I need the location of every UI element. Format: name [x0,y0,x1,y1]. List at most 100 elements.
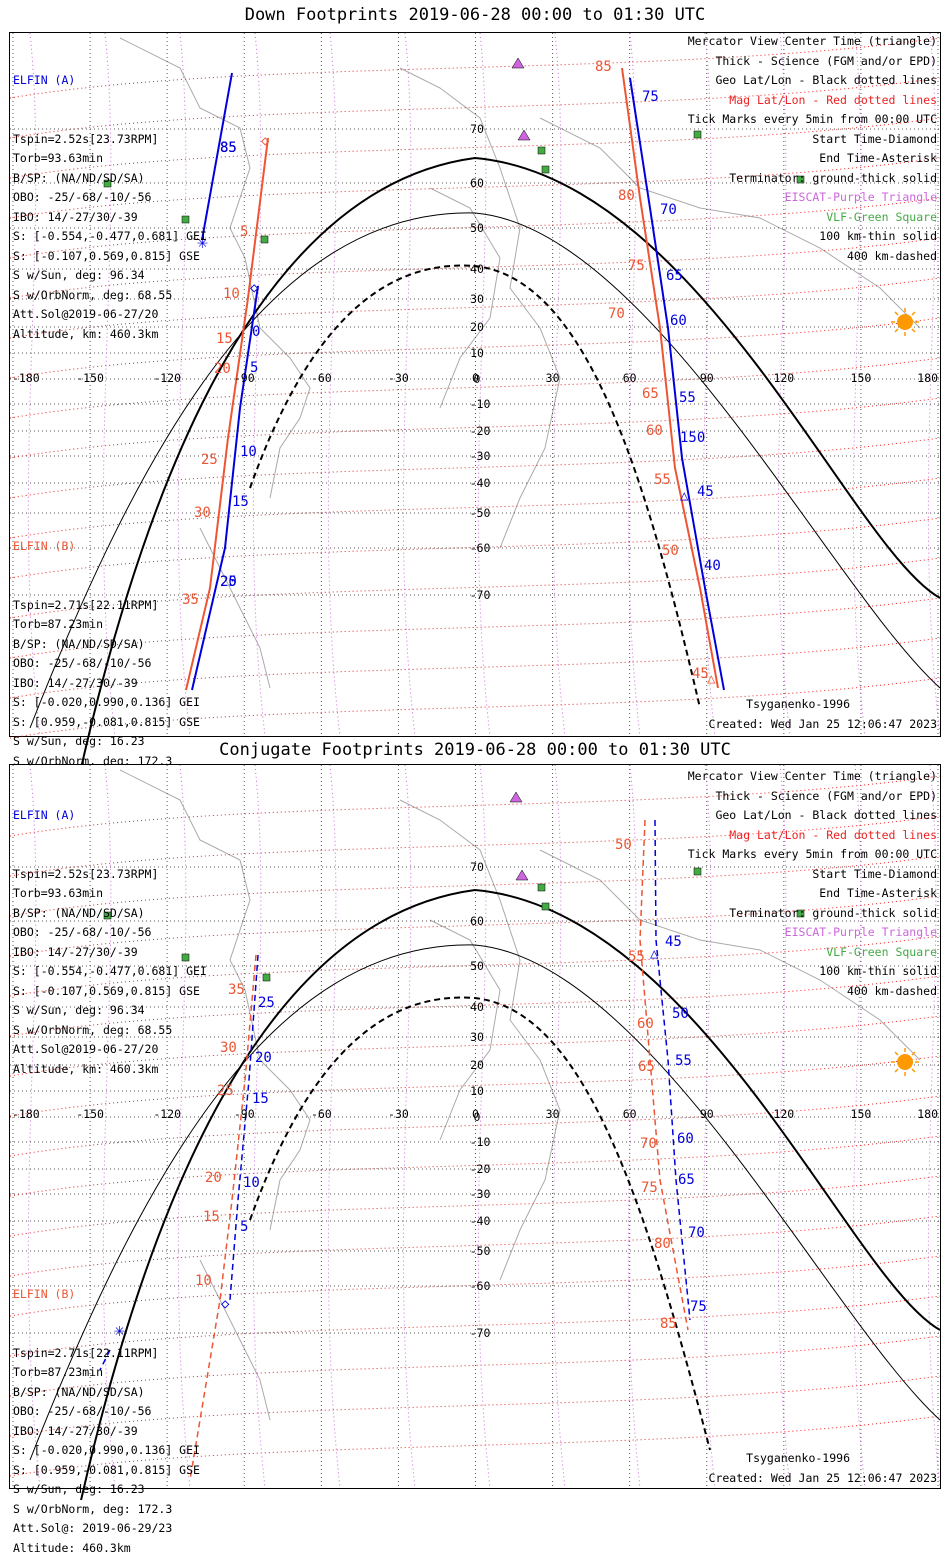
elfin-a-info-line: B/SP: (NA/ND/SD/SA) [13,904,207,924]
lon-tick-label: -150 [76,1107,104,1121]
lat-tick-label: 60 [470,914,484,928]
legend-item: Terminator: ground-thick solid [688,169,937,189]
lat-tick-label: 0 [474,372,481,386]
track-tick-label: 45 [692,666,709,682]
lon-tick-label: -120 [153,371,181,385]
lat-tick-label: -60 [470,541,491,555]
track-tick-label: 65 [666,268,683,284]
track-tick-label: 70 [640,1136,657,1152]
lat-tick-label: 40 [470,1000,484,1014]
track-tick-label: 35 [228,982,245,998]
elfin-b-info-line: S: [-0.020,0.990,0.136] GEI [13,693,200,713]
track-tick-label: 70 [660,202,677,218]
track-tick-label: 60 [637,1016,654,1032]
start-diamond-b: ◇ [261,133,270,149]
lat-tick-label: -40 [470,1214,491,1228]
elfin-a-info-line: OBO: -25/-68/-10/-56 [13,188,207,208]
panel1-elfin-a-info: ELFIN (A) Tspin=2.52s[23.73RPM]Torb=93.6… [13,32,207,169]
elfin-b-info-line: S w/OrbNorm, deg: 172.3 [13,1500,200,1520]
elfin-b-info-line: Torb=87.23min [13,615,200,635]
track-tick-label: 60 [677,1131,694,1147]
lat-tick-label: 20 [470,320,484,334]
elfin-a-info-line: IBO: 14/-27/30/-39 [13,208,207,228]
elfin-b-heading: ELFIN (B) [13,537,200,557]
track-tick-label: 50 [672,1006,689,1022]
track-tick-label: 10 [243,1175,260,1191]
legend-item: Geo Lat/Lon - Black dotted lines [688,71,937,91]
legend-item: Mag Lat/Lon - Red dotted lines [688,91,937,111]
elfin-b-info-line: IBO: 14/-27/30/-39 [13,674,200,694]
legend-item: VLF-Green Square [688,208,937,228]
lon-tick-label: 30 [546,1107,560,1121]
lon-tick-label: 120 [773,1107,794,1121]
elfin-b-info-line: S: [0.959,-0.081,0.815] GSE [13,713,200,733]
track-tick-label: 60 [670,313,687,329]
track-tick-label: 20 [205,1170,222,1186]
elfin-a-info-line: Torb=93.63min [13,149,207,169]
track-tick-label: 20 [214,361,231,377]
track-tick-label: 10 [240,444,257,460]
track-tick-label: 70 [688,1225,705,1241]
lat-tick-label: -60 [470,1279,491,1293]
track-tick-label: 40 [704,558,721,574]
elfin-a-info-line: S: [-0.107,0.569,0.815] GSE [13,982,207,1002]
legend-item: Mercator View Center Time (triangle) [688,767,937,787]
panel2-elfin-b-info: ELFIN (B) Tspin=2.71s[22.11RPM]Torb=87.2… [13,1246,200,1383]
lat-tick-label: -70 [470,588,491,602]
center-triangle-a: △ [650,946,659,962]
legend-item: Tick Marks every 5min from 00:00 UTC [688,845,937,865]
track-tick-label: 55 [679,390,696,406]
lon-tick-label: -30 [388,1107,409,1121]
legend-item: 400 km-dashed [688,982,937,1002]
elfin-b-info-line: B/SP: (NA/ND/SD/SA) [13,635,200,655]
elfin-b-heading: ELFIN (B) [13,1285,200,1305]
lat-tick-label: -20 [470,424,491,438]
lat-tick-label: 30 [470,292,484,306]
lon-tick-label: 120 [773,371,794,385]
lon-tick-label: -60 [311,1107,332,1121]
lat-tick-label: 10 [470,1084,484,1098]
track-tick-label: 65 [638,1059,655,1075]
legend-item: Start Time-Diamond [688,130,937,150]
start-diamond-a: ◇ [250,280,259,296]
elfin-a-info-line: Altitude, km: 460.3km [13,1060,207,1080]
elfin-a-info-line: S w/Sun, deg: 96.34 [13,1001,207,1021]
elfin-a-info-line: S w/OrbNorm, deg: 68.55 [13,1021,207,1041]
track-tick-label: 30 [220,1040,237,1056]
elfin-a-info-line: Tspin=2.52s[23.73RPM] [13,865,207,885]
lon-tick-label: 180 [917,371,938,385]
elfin-a-info-line: B/SP: (NA/ND/SD/SA) [13,169,207,189]
legend-item: Mag Lat/Lon - Red dotted lines [688,826,937,846]
panel2-legend: Mercator View Center Time (triangle)Thic… [688,767,937,1001]
panel2-model: Tsyganenko-1996 [746,1451,850,1465]
lon-tick-label: 90 [700,371,714,385]
lon-tick-label: 90 [700,1107,714,1121]
lat-tick-label: 40 [470,262,484,276]
center-triangle-a: △ [680,488,689,504]
elfin-a-heading: ELFIN (A) [13,806,207,826]
track-tick-label: 15 [216,331,233,347]
track-tick-label: 50 [662,543,679,559]
elfin-a-info-line: S w/Sun, deg: 96.34 [13,266,207,286]
track-tick-label: 25 [258,995,275,1011]
track-tick-label: 70 [608,306,625,322]
lat-tick-label: -50 [470,1244,491,1258]
elfin-b-info-line: S: [0.959,-0.081,0.815] GSE [13,1461,200,1481]
lon-tick-label: 150 [851,371,872,385]
elfin-a-info-line: Torb=93.63min [13,884,207,904]
start-diamond-a: ◇ [221,1296,230,1312]
track-tick-label: 65 [642,386,659,402]
panel1-title: Down Footprints 2019-06-28 00:00 to 01:3… [0,5,950,25]
track-tick-label: 50 [615,837,632,853]
legend-item: 400 km-dashed [688,247,937,267]
lon-tick-label: -150 [76,371,104,385]
elfin-b-info-line: OBO: -25/-68/-10/-56 [13,654,200,674]
elfin-a-info-line: OBO: -25/-68/-10/-56 [13,923,207,943]
track-tick-label: 85 [660,1316,677,1332]
track-tick-label: 15 [252,1091,269,1107]
legend-item: End Time-Asterisk [688,149,937,169]
panel2-elfin-a-info: ELFIN (A) Tspin=2.52s[23.73RPM]Torb=93.6… [13,767,207,904]
track-tick-label: 85 [595,59,612,75]
elfin-b-info-line: Torb=87.23min [13,1363,200,1383]
lon-tick-label: -90 [234,1107,255,1121]
